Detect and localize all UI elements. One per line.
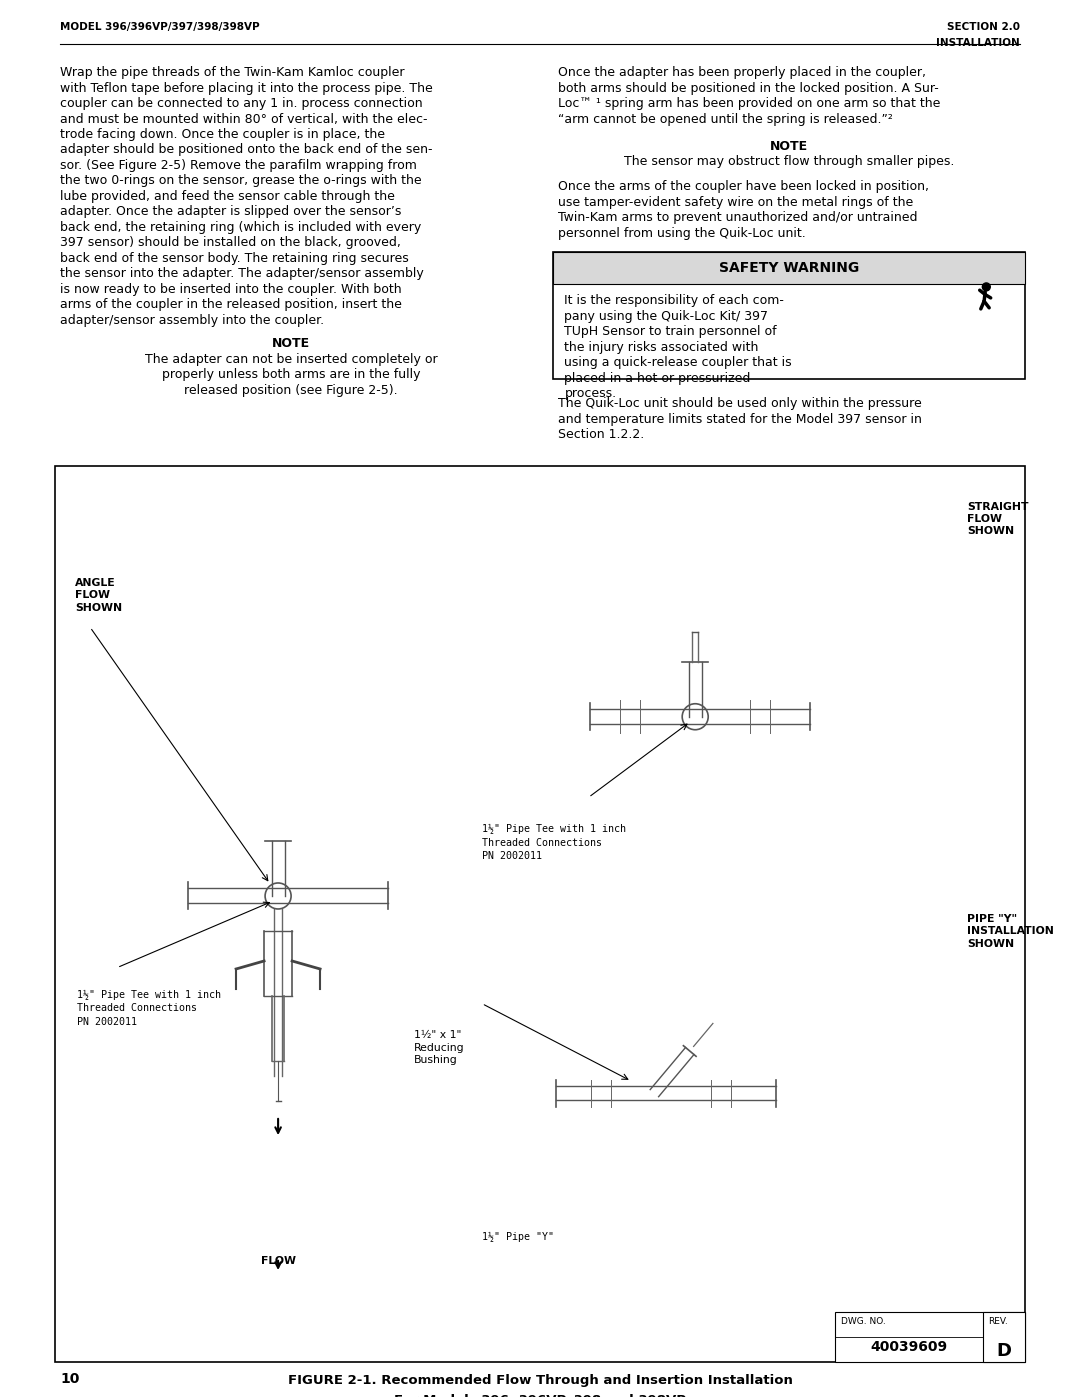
Text: personnel from using the Quik-Loc unit.: personnel from using the Quik-Loc unit. bbox=[557, 226, 806, 240]
Text: Once the arms of the coupler have been locked in position,: Once the arms of the coupler have been l… bbox=[557, 180, 929, 193]
Text: It is the responsibility of each com-: It is the responsibility of each com- bbox=[565, 295, 784, 307]
Text: using a quick-release coupler that is: using a quick-release coupler that is bbox=[565, 356, 792, 369]
Text: “arm cannot be opened until the spring is released.”²: “arm cannot be opened until the spring i… bbox=[557, 113, 892, 126]
Text: properly unless both arms are in the fully: properly unless both arms are in the ful… bbox=[162, 369, 420, 381]
Text: back end of the sensor body. The retaining ring secures: back end of the sensor body. The retaini… bbox=[60, 251, 408, 265]
Text: 1½" Pipe Tee with 1 inch
Threaded Connections
PN 2002011: 1½" Pipe Tee with 1 inch Threaded Connec… bbox=[482, 824, 625, 861]
Bar bbox=[983, 1312, 1025, 1362]
Text: NOTE: NOTE bbox=[770, 140, 808, 154]
Text: coupler can be connected to any 1 in. process connection: coupler can be connected to any 1 in. pr… bbox=[60, 96, 422, 110]
Text: The adapter can not be inserted completely or: The adapter can not be inserted complete… bbox=[145, 353, 437, 366]
Text: placed in a hot or pressurized: placed in a hot or pressurized bbox=[565, 372, 751, 384]
Text: PIPE "Y"
INSTALLATION
SHOWN: PIPE "Y" INSTALLATION SHOWN bbox=[967, 914, 1054, 949]
Text: STRAIGHT
FLOW
SHOWN: STRAIGHT FLOW SHOWN bbox=[967, 502, 1028, 536]
Text: ANGLE
FLOW
SHOWN: ANGLE FLOW SHOWN bbox=[75, 578, 122, 613]
Text: The Quik-Loc unit should be used only within the pressure: The Quik-Loc unit should be used only wi… bbox=[557, 397, 921, 411]
Text: Loc™ ¹ spring arm has been provided on one arm so that the: Loc™ ¹ spring arm has been provided on o… bbox=[557, 96, 940, 110]
Text: both arms should be positioned in the locked position. A Sur-: both arms should be positioned in the lo… bbox=[557, 81, 939, 95]
Text: NOTE: NOTE bbox=[272, 338, 310, 351]
Text: Once the adapter has been properly placed in the coupler,: Once the adapter has been properly place… bbox=[557, 66, 926, 80]
Text: and temperature limits stated for the Model 397 sensor in: and temperature limits stated for the Mo… bbox=[557, 412, 921, 426]
Text: SECTION 2.0: SECTION 2.0 bbox=[947, 22, 1020, 32]
Text: adapter/sensor assembly into the coupler.: adapter/sensor assembly into the coupler… bbox=[60, 314, 324, 327]
Text: 10: 10 bbox=[60, 1372, 79, 1386]
Text: The sensor may obstruct flow through smaller pipes.: The sensor may obstruct flow through sma… bbox=[623, 155, 954, 169]
Text: 1½" Pipe "Y": 1½" Pipe "Y" bbox=[482, 1232, 554, 1242]
Text: the injury risks associated with: the injury risks associated with bbox=[565, 341, 759, 353]
Text: REV.: REV. bbox=[988, 1317, 1008, 1326]
Text: is now ready to be inserted into the coupler. With both: is now ready to be inserted into the cou… bbox=[60, 284, 402, 296]
Text: pany using the Quik-Loc Kit/ 397: pany using the Quik-Loc Kit/ 397 bbox=[565, 310, 769, 323]
Text: SAFETY WARNING: SAFETY WARNING bbox=[718, 261, 859, 275]
Text: DWG. NO.: DWG. NO. bbox=[841, 1317, 886, 1326]
Text: D: D bbox=[997, 1343, 1012, 1361]
Text: released position (see Figure 2-5).: released position (see Figure 2-5). bbox=[185, 384, 399, 397]
Text: 1½" x 1"
Reducing
Bushing: 1½" x 1" Reducing Bushing bbox=[414, 1031, 464, 1065]
Bar bbox=[553, 253, 1025, 380]
Text: adapter should be positioned onto the back end of the sen-: adapter should be positioned onto the ba… bbox=[60, 144, 432, 156]
Circle shape bbox=[983, 284, 990, 291]
Text: process.: process. bbox=[565, 387, 617, 401]
Text: lube provided, and feed the sensor cable through the: lube provided, and feed the sensor cable… bbox=[60, 190, 395, 203]
Text: back end, the retaining ring (which is included with every: back end, the retaining ring (which is i… bbox=[60, 221, 421, 235]
Text: MODEL 396/396VP/397/398/398VP: MODEL 396/396VP/397/398/398VP bbox=[60, 22, 259, 32]
Text: the sensor into the adapter. The adapter/sensor assembly: the sensor into the adapter. The adapter… bbox=[60, 267, 423, 281]
Text: and must be mounted within 80° of vertical, with the elec-: and must be mounted within 80° of vertic… bbox=[60, 113, 428, 126]
Text: arms of the coupler in the released position, insert the: arms of the coupler in the released posi… bbox=[60, 299, 402, 312]
Text: Wrap the pipe threads of the Twin-Kam Kamloc coupler: Wrap the pipe threads of the Twin-Kam Ka… bbox=[60, 66, 405, 80]
Text: Section 1.2.2.: Section 1.2.2. bbox=[557, 429, 644, 441]
Text: TUpH Sensor to train personnel of: TUpH Sensor to train personnel of bbox=[565, 326, 778, 338]
Bar bbox=[55, 465, 1025, 1362]
Text: FIGURE 2-1. Recommended Flow Through and Insertion Installation: FIGURE 2-1. Recommended Flow Through and… bbox=[287, 1375, 793, 1387]
Text: FLOW: FLOW bbox=[260, 1256, 296, 1266]
Text: use tamper-evident safety wire on the metal rings of the: use tamper-evident safety wire on the me… bbox=[557, 196, 913, 208]
Text: 40039609: 40039609 bbox=[870, 1340, 947, 1354]
Text: INSTALLATION: INSTALLATION bbox=[936, 38, 1020, 47]
Text: adapter. Once the adapter is slipped over the sensor’s: adapter. Once the adapter is slipped ove… bbox=[60, 205, 402, 218]
Text: For Models 396, 396VP, 398 and 398VP: For Models 396, 396VP, 398 and 398VP bbox=[394, 1394, 686, 1397]
Text: with Teflon tape before placing it into the process pipe. The: with Teflon tape before placing it into … bbox=[60, 81, 433, 95]
Text: trode facing down. Once the coupler is in place, the: trode facing down. Once the coupler is i… bbox=[60, 129, 384, 141]
Text: 397 sensor) should be installed on the black, grooved,: 397 sensor) should be installed on the b… bbox=[60, 236, 401, 250]
Text: the two 0-rings on the sensor, grease the o-rings with the: the two 0-rings on the sensor, grease th… bbox=[60, 175, 421, 187]
Text: sor. (See Figure 2-5) Remove the parafilm wrapping from: sor. (See Figure 2-5) Remove the parafil… bbox=[60, 159, 417, 172]
Text: 1½" Pipe Tee with 1 inch
Threaded Connections
PN 2002011: 1½" Pipe Tee with 1 inch Threaded Connec… bbox=[77, 990, 221, 1027]
Bar bbox=[553, 253, 1025, 285]
Bar bbox=[835, 1312, 1025, 1362]
Text: Twin-Kam arms to prevent unauthorized and/or untrained: Twin-Kam arms to prevent unauthorized an… bbox=[557, 211, 917, 225]
